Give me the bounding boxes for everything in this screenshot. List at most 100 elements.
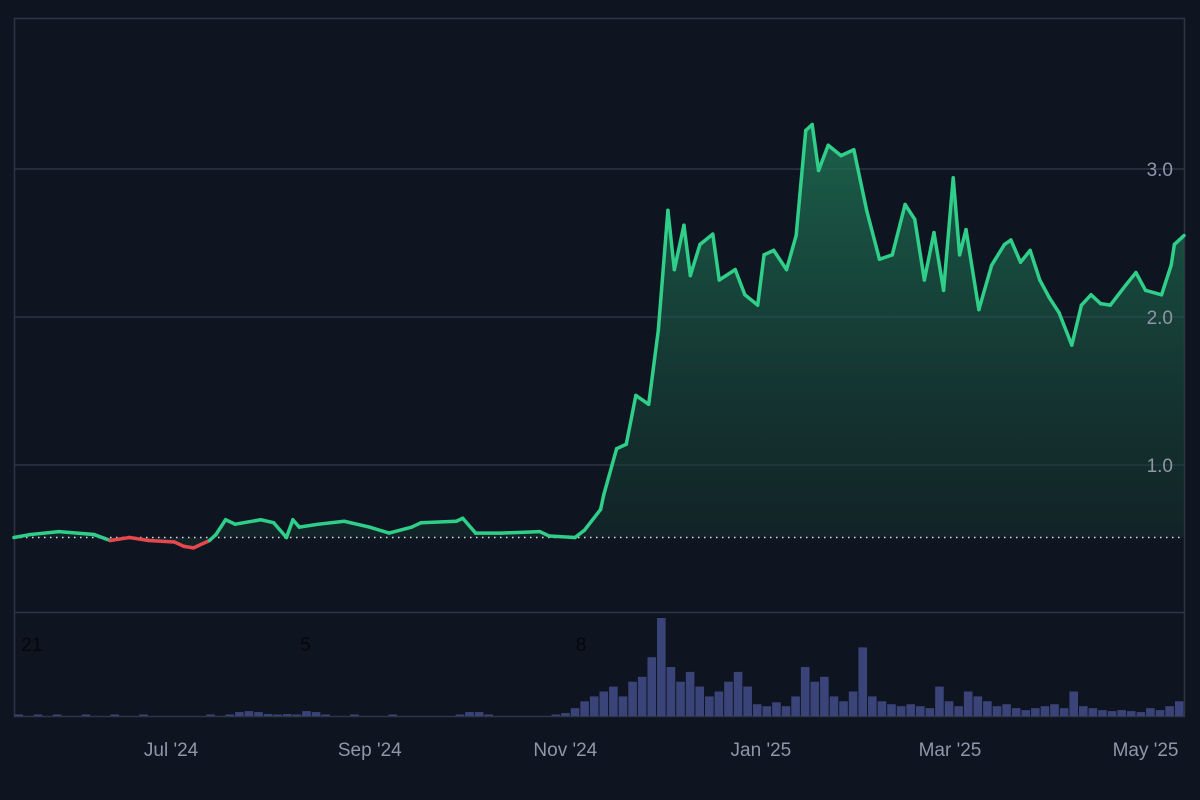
y-tick-label: 3.0 xyxy=(1147,160,1173,181)
volume-bar xyxy=(983,701,992,716)
volume-bar xyxy=(781,706,791,716)
volume-bar xyxy=(839,701,848,716)
price-line-segment xyxy=(771,248,789,272)
volume-bar xyxy=(1165,706,1174,716)
event-marker-label: 8 xyxy=(576,635,587,656)
volume-bar xyxy=(474,712,484,716)
volume-bar xyxy=(465,712,474,716)
price-line-segment xyxy=(92,532,112,543)
price-line-segment xyxy=(877,253,895,262)
price-line-segment xyxy=(964,227,981,312)
volume-bar xyxy=(800,667,810,716)
price-line-segment xyxy=(666,208,677,272)
volume-bar xyxy=(321,714,330,716)
volume-bar xyxy=(139,714,148,716)
price-line-segment xyxy=(941,176,955,293)
volume-bar xyxy=(704,696,714,716)
volume-bar xyxy=(618,696,628,716)
price-line-segment xyxy=(826,143,843,158)
volume-bar xyxy=(350,714,359,716)
volume-bar xyxy=(695,686,704,716)
x-tick-label: Jul '24 xyxy=(144,740,199,761)
volume-bar xyxy=(206,714,215,716)
price-line-segment xyxy=(1143,288,1164,297)
y-tick-label: 2.0 xyxy=(1147,308,1173,329)
price-line-segment xyxy=(762,248,776,257)
price-line-segment xyxy=(1057,310,1074,347)
price-line-segment xyxy=(717,267,737,282)
volume-bar xyxy=(570,708,580,716)
price-line-segment xyxy=(547,534,577,540)
volume-bar xyxy=(1146,708,1155,716)
price-line-segment xyxy=(1159,263,1173,297)
chart-frame xyxy=(13,17,1186,718)
volume-bar xyxy=(743,686,752,716)
price-line-segment xyxy=(259,518,276,525)
price-line-segment xyxy=(816,143,830,173)
price-line-segment xyxy=(172,540,186,549)
volume-bar xyxy=(752,704,762,716)
price-line-segment xyxy=(499,529,542,535)
price-line-segment xyxy=(646,328,661,407)
volume-bar xyxy=(244,711,254,716)
volume-bar xyxy=(225,714,235,716)
volume-bar xyxy=(657,618,666,716)
volume-bar xyxy=(877,701,887,716)
x-tick-label: May '25 xyxy=(1113,740,1179,761)
volume-bar xyxy=(1098,710,1107,716)
price-line-segment xyxy=(1070,303,1084,347)
volume-bar xyxy=(254,712,263,716)
volume-bar xyxy=(992,706,1002,716)
volume-bar xyxy=(1021,710,1031,716)
price-line-segment xyxy=(688,242,702,278)
price-line-segment xyxy=(794,128,808,238)
volume-bar xyxy=(714,691,724,716)
volume-bar xyxy=(1126,711,1136,716)
volume-bar xyxy=(52,714,62,716)
price-line-segment xyxy=(810,122,821,173)
volume-bar xyxy=(628,681,637,716)
x-tick-label: Mar '25 xyxy=(919,740,982,761)
volume-bar xyxy=(311,712,321,716)
price-line-segment xyxy=(656,208,670,333)
y-axis: 1.0 2.0 3.0 xyxy=(1147,160,1173,477)
volume-bar xyxy=(1136,712,1146,716)
price-line-segment xyxy=(316,519,346,526)
price-line-segment xyxy=(672,223,686,272)
price-line-segment xyxy=(743,293,760,307)
area-layer xyxy=(14,124,1184,548)
volume-bar xyxy=(484,714,494,716)
price-area-fill xyxy=(14,124,1184,548)
volume-bar xyxy=(1059,708,1069,716)
price-line-segment xyxy=(57,529,96,537)
price-line-segment xyxy=(755,253,766,307)
volume-bar xyxy=(868,696,877,716)
price-line-segment xyxy=(537,529,552,538)
price-line-segment xyxy=(387,525,414,535)
x-tick-label: Nov '24 xyxy=(533,740,597,761)
x-tick-label: Sep '24 xyxy=(338,740,402,761)
price-line-segment xyxy=(624,393,638,447)
price-line-segment xyxy=(1108,282,1129,307)
price-line-segment xyxy=(461,516,478,535)
volume-bar xyxy=(944,701,954,716)
price-line-segment xyxy=(1124,270,1138,287)
volume-bar xyxy=(235,712,244,716)
volume-bar xyxy=(733,671,743,716)
volume-bar xyxy=(388,714,398,716)
volume-layer xyxy=(14,618,1184,716)
price-line-segment xyxy=(1172,233,1186,247)
price-line-segment xyxy=(214,518,228,537)
volume-bar xyxy=(599,691,609,716)
volume-bar xyxy=(906,704,915,716)
volume-bar xyxy=(915,706,925,716)
volume-bar xyxy=(1002,704,1011,716)
volume-bar xyxy=(676,681,685,716)
price-line-segment xyxy=(127,535,151,543)
price-line-segment xyxy=(271,520,289,540)
volume-bar xyxy=(762,706,772,716)
price-line-segment xyxy=(864,208,882,262)
price-line-segment xyxy=(419,519,459,525)
volume-bar xyxy=(685,671,695,716)
